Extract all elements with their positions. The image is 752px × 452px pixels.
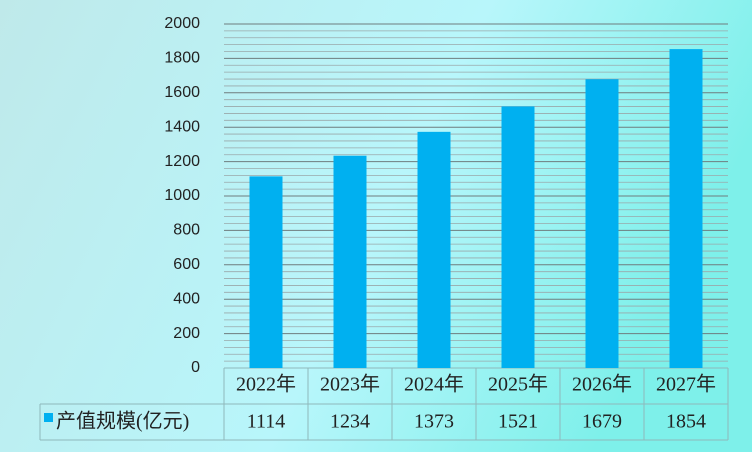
y-tick-label: 1400 xyxy=(164,118,200,135)
bar xyxy=(585,79,619,368)
bar xyxy=(249,176,283,368)
table-value: 1234 xyxy=(330,411,370,433)
legend-swatch xyxy=(44,413,53,422)
y-tick-label: 2000 xyxy=(164,15,200,32)
y-tick-label: 200 xyxy=(173,325,200,342)
legend-label: 产值规模(亿元) xyxy=(56,410,189,433)
y-tick-label: 1600 xyxy=(164,84,200,101)
y-tick-label: 600 xyxy=(173,256,200,273)
y-tick-label: 400 xyxy=(173,290,200,307)
y-tick-label: 800 xyxy=(173,222,200,239)
x-tick-label: 2022年 xyxy=(236,373,296,396)
table-value: 1521 xyxy=(498,411,538,433)
x-tick-label: 2023年 xyxy=(320,373,380,396)
bar xyxy=(333,155,367,368)
x-tick-label: 2024年 xyxy=(404,373,464,396)
x-tick-label: 2025年 xyxy=(488,373,548,396)
y-tick-label: 1800 xyxy=(164,50,200,67)
y-tick-label: 0 xyxy=(191,359,200,376)
bar xyxy=(501,106,535,368)
bar xyxy=(669,49,703,368)
x-tick-label: 2027年 xyxy=(656,373,716,396)
table-value: 1679 xyxy=(582,411,622,433)
table-value: 1114 xyxy=(247,411,286,433)
x-tick-label: 2026年 xyxy=(572,373,632,396)
table-value: 1854 xyxy=(666,411,706,433)
bar xyxy=(417,131,451,368)
table-value: 1373 xyxy=(414,411,454,433)
y-tick-label: 1200 xyxy=(164,153,200,170)
y-tick-label: 1000 xyxy=(164,187,200,204)
